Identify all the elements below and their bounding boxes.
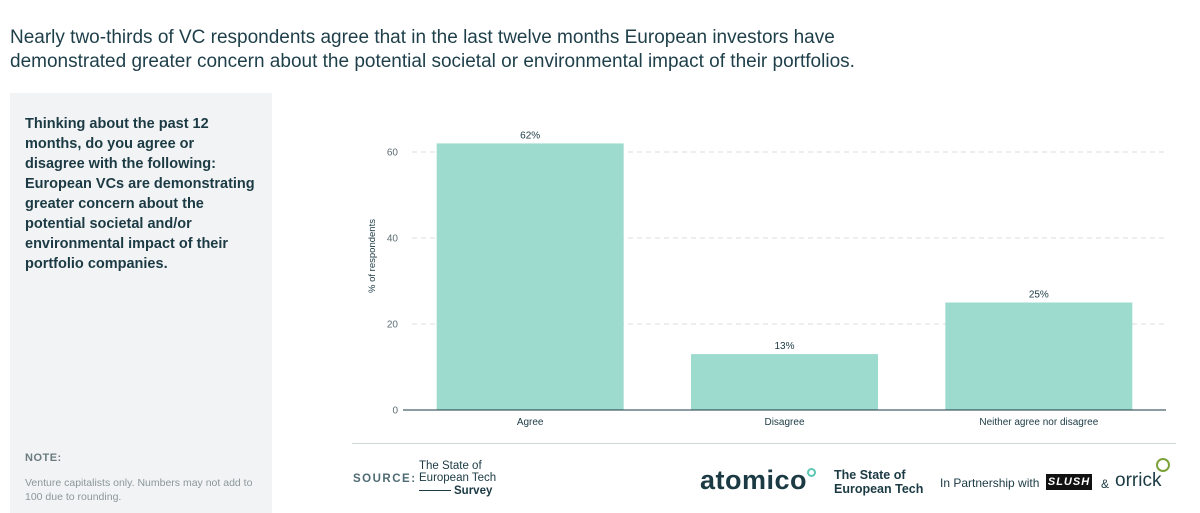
data-label: 62% [520, 130, 540, 141]
atomico-logo: atomico [700, 465, 817, 496]
atomico-dot-icon [807, 468, 817, 477]
ampersand: & [1101, 477, 1110, 491]
chart-headline: Nearly two-thirds of VC respondents agre… [10, 27, 855, 72]
survey-logo-rule [419, 490, 451, 492]
bar [691, 354, 878, 410]
y-tick-label: 60 [387, 148, 399, 159]
source-label: SOURCE: [353, 473, 417, 485]
x-tick-label: Agree [517, 417, 544, 428]
question-panel: Thinking about the past 12 months, do yo… [10, 93, 272, 513]
y-axis-label: % of respondents [367, 219, 378, 293]
survey-logo-line1: The State of [419, 460, 482, 472]
soet-line2: European Tech [834, 482, 924, 496]
footer-divider [352, 443, 1176, 444]
soet-wordmark: The State of European Tech [834, 468, 923, 496]
slush-logo: SLUSH [1046, 474, 1092, 490]
data-label: 25% [1029, 290, 1049, 301]
survey-logo-line3: Survey [454, 485, 493, 497]
orrick-logo: orrick [1115, 470, 1162, 491]
note-text: Venture capitalists only. Numbers may no… [25, 477, 253, 503]
y-tick-label: 40 [387, 234, 399, 245]
survey-question: Thinking about the past 12 months, do yo… [25, 116, 255, 272]
soet-line1: The State of [834, 468, 906, 482]
x-tick-label: Neither agree nor disagree [979, 417, 1098, 428]
data-label: 13% [774, 341, 794, 352]
x-tick-label: Disagree [764, 417, 804, 428]
partnership-text: In Partnership with [940, 476, 1040, 490]
bar [436, 143, 624, 410]
y-tick-label: 20 [387, 320, 399, 331]
orrick-mark-icon [1156, 458, 1170, 472]
survey-logo: The State of European Tech Survey [419, 460, 509, 498]
y-tick-label: 0 [392, 406, 398, 417]
survey-logo-line2: European Tech [419, 472, 497, 484]
bar-chart: 0 20 40 60 62% Agree 13% Disagree 25% Neither agr… [367, 130, 1166, 428]
bar [945, 302, 1133, 410]
note-label: NOTE: [25, 452, 62, 464]
